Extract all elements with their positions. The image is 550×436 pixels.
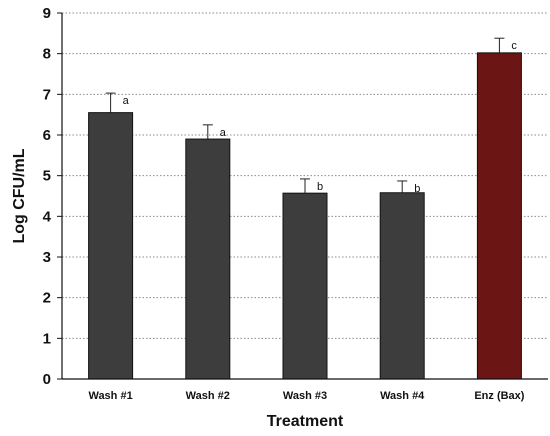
y-tick-label: 9 [43, 5, 51, 22]
x-tick-label: Wash #1 [88, 390, 132, 402]
bar [379, 192, 425, 380]
y-tick-label: 8 [43, 46, 51, 63]
significance-label: a [123, 95, 130, 107]
significance-label: c [511, 40, 517, 52]
bar [88, 112, 134, 380]
axes [57, 12, 548, 380]
x-tick-labels: Wash #1 Wash #2 Wash #3 Wash #4 Enz (Bax) [88, 390, 524, 402]
x-tick-label: Enz (Bax) [474, 390, 524, 402]
bar [282, 192, 328, 380]
significance-label: b [317, 181, 323, 193]
significance-label: b [414, 183, 420, 195]
y-tick-labels: 0 1 2 3 4 5 6 7 8 9 [43, 5, 52, 388]
bar [185, 138, 231, 380]
y-tick-label: 1 [43, 330, 51, 347]
y-tick-label: 7 [43, 86, 51, 103]
x-tick-label: Wash #2 [186, 390, 230, 402]
y-tick-label: 0 [43, 371, 51, 388]
y-axis-title: Log CFU/mL [11, 148, 28, 243]
y-tick-label: 3 [43, 249, 51, 266]
y-tick-label: 2 [43, 290, 51, 307]
x-tick-label: Wash #4 [380, 390, 425, 402]
bar [476, 52, 522, 380]
y-tick-label: 6 [43, 127, 51, 144]
x-axis-title: Treatment [267, 413, 344, 430]
error-bars [105, 37, 505, 194]
y-tick-label: 4 [43, 208, 52, 225]
x-tick-label: Wash #3 [283, 390, 327, 402]
significance-labels: a a b b c [123, 40, 518, 195]
significance-label: a [220, 127, 227, 139]
y-tick-label: 5 [43, 168, 51, 185]
